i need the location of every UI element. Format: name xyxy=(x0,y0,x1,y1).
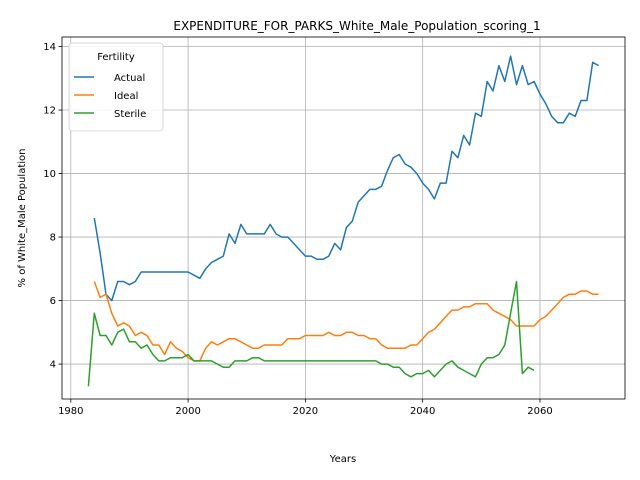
y-tick-label: 12 xyxy=(43,106,56,117)
x-tick-label: 1980 xyxy=(58,406,83,417)
x-tick-label: 2040 xyxy=(410,406,435,417)
plot-frame xyxy=(61,36,626,400)
legend-box xyxy=(68,42,164,132)
x-axis-label: Years xyxy=(329,454,356,465)
y-tick-label: 10 xyxy=(43,169,56,180)
y-tick-label: 6 xyxy=(50,296,56,307)
chart-title: EXPENDITURE_FOR_PARKS_White_Male_Populat… xyxy=(173,19,540,33)
legend-label-actual: Actual xyxy=(114,73,145,84)
x-tick-label: 2020 xyxy=(293,406,318,417)
x-tick-label: 2060 xyxy=(527,406,552,417)
legend: Fertility Actual Ideal Sterile xyxy=(68,42,164,132)
series-line-actual xyxy=(93,55,599,302)
series-line-ideal xyxy=(93,281,599,362)
legend-title: Fertility xyxy=(97,52,135,63)
y-tick-label: 4 xyxy=(50,360,56,371)
y-axis-label: % of White_Male Population xyxy=(17,149,28,288)
legend-label-sterile: Sterile xyxy=(114,109,146,120)
y-tick-label: 14 xyxy=(43,42,56,53)
series-lines xyxy=(87,55,599,387)
series-line-sterile xyxy=(87,280,535,387)
x-tick-label: 2000 xyxy=(175,406,200,417)
grid xyxy=(62,37,625,399)
y-tick-label: 8 xyxy=(50,233,56,244)
legend-label-ideal: Ideal xyxy=(114,91,138,102)
axis-ticks: 1980 2000 2020 2040 2060 4 6 8 10 12 14 xyxy=(43,42,552,417)
